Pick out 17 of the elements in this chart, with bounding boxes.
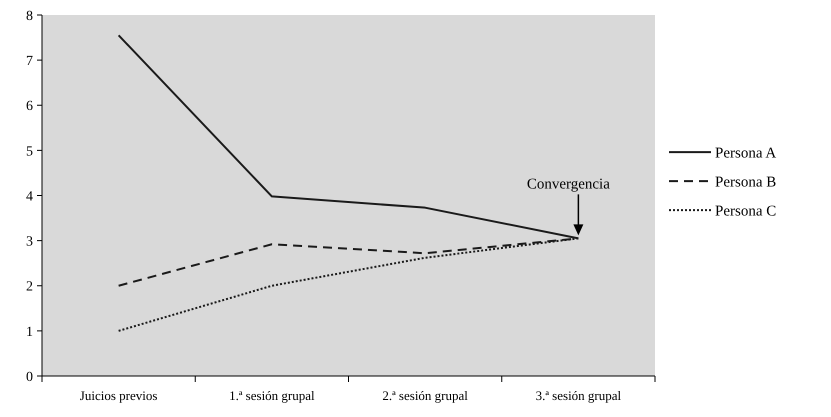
annotation: Convergencia — [526, 176, 610, 192]
y-tick-label: 8 — [26, 8, 33, 24]
y-tick-label: 4 — [26, 189, 33, 204]
y-tick-label: 6 — [26, 99, 33, 114]
y-tick-label: 1 — [26, 324, 33, 340]
y-tick-label: 0 — [26, 370, 33, 385]
y-tick-label: 7 — [26, 54, 33, 70]
legend-label: Persona A — [715, 145, 776, 162]
y-tick-label: 5 — [26, 144, 33, 160]
legend-label: Persona B — [715, 174, 776, 190]
legend-label: Persona C — [715, 203, 776, 220]
x-tick-label: 3.ª sesión grupal — [536, 388, 622, 403]
x-tick-label: Juicios previos — [80, 388, 158, 403]
x-tick-label: 2.ª sesión grupal — [382, 388, 468, 403]
x-tick-label: 1.ª sesión grupal — [229, 388, 316, 403]
y-tick-label: 3 — [26, 234, 33, 250]
y-tick-label: 2 — [26, 280, 33, 295]
